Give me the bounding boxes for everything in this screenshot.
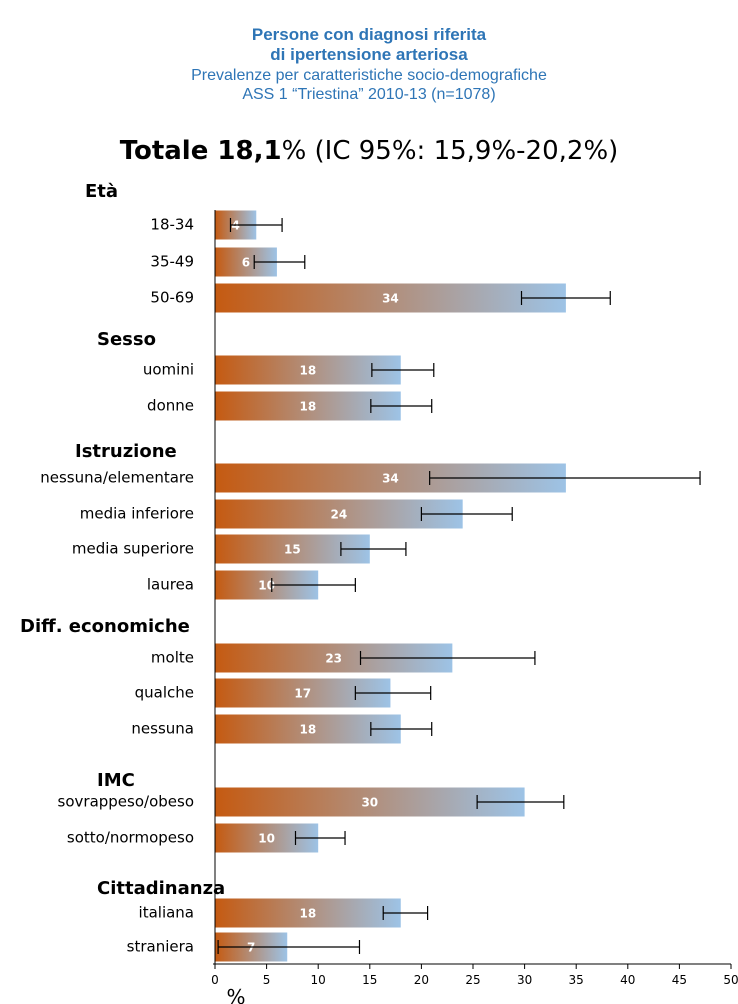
x-tick-label: 20 (414, 973, 429, 987)
data-label: 10 (258, 832, 275, 846)
category-label: media superiore (72, 540, 194, 558)
category-label: nessuna/elementare (40, 469, 194, 487)
chart-subtitle-line-2: ASS 1 “Triestina” 2010-13 (n=1078) (242, 86, 496, 103)
data-label: 18 (300, 907, 317, 921)
total-prevalence: Totale 18,1% (IC 95%: 15,9%-20,2%) (0, 134, 738, 168)
category-label: qualche (135, 684, 194, 702)
bar (215, 898, 401, 928)
data-label: 17 (294, 687, 311, 701)
x-tick-label: 35 (569, 973, 584, 987)
data-label: 30 (361, 796, 378, 810)
x-tick-label: 25 (465, 973, 480, 987)
data-label: 15 (284, 543, 301, 557)
data-label: 18 (300, 400, 317, 414)
category-label: straniera (127, 938, 194, 956)
bar (215, 714, 401, 744)
x-tick-label: 30 (517, 973, 532, 987)
category-label: 50-69 (150, 289, 194, 307)
x-tick-label: 45 (672, 973, 687, 987)
bar (215, 355, 401, 385)
data-label: 34 (382, 472, 399, 486)
category-label: molte (151, 649, 194, 667)
category-label: donne (147, 397, 194, 415)
category-label: sovrappeso/obeso (58, 793, 194, 811)
category-label: sotto/normopeso (67, 829, 194, 847)
group-header: Età (85, 181, 118, 202)
group-header: Cittadinanza (97, 878, 225, 899)
x-tick-label: 10 (311, 973, 326, 987)
category-label: nessuna (131, 720, 194, 738)
group-header: Sesso (97, 329, 156, 350)
category-label: 18-34 (150, 216, 194, 234)
data-label: 6 (242, 256, 250, 270)
total-ci: % (IC 95%: 15,9%-20,2%) (281, 136, 619, 166)
x-tick-label: 40 (620, 973, 635, 987)
x-axis-label: % (226, 985, 245, 1004)
category-label: uomini (143, 361, 194, 379)
bar (215, 391, 401, 421)
x-tick-label: 15 (362, 973, 377, 987)
data-label: 18 (300, 723, 317, 737)
category-label: italiana (139, 904, 194, 922)
category-label: media inferiore (80, 505, 194, 523)
data-label: 23 (325, 652, 342, 666)
data-label: 24 (330, 508, 347, 522)
bar (215, 283, 566, 313)
data-label: 10 (258, 579, 275, 593)
group-header: Diff. economiche (20, 616, 190, 637)
category-label: laurea (147, 576, 194, 594)
chart-title-line-1: Persone con diagnosi riferita (251, 25, 487, 44)
group-header: IMC (97, 770, 135, 791)
total-value: Totale 18,1 (119, 136, 282, 166)
chart-subtitle-line-1: Prevalenze per caratteristiche socio-dem… (191, 67, 547, 84)
group-header: Istruzione (75, 441, 177, 462)
x-tick-label: 0 (211, 973, 219, 987)
data-label: 18 (300, 364, 317, 378)
chart-title-line-2: di ipertensione arteriosa (270, 45, 468, 64)
data-label: 34 (382, 292, 399, 306)
x-tick-label: 5 (263, 973, 271, 987)
category-label: 35-49 (150, 253, 194, 271)
bar (215, 787, 525, 817)
x-tick-label: 50 (723, 973, 738, 987)
